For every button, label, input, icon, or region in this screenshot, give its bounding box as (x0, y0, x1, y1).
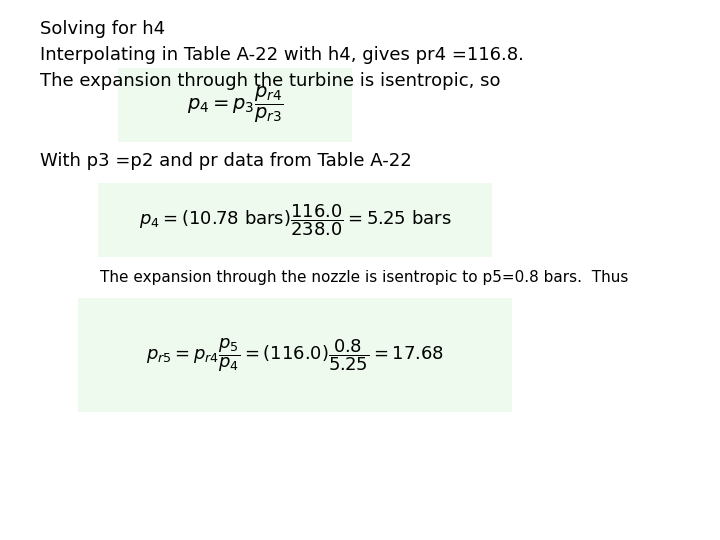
Text: With p3 =p2 and pr data from Table A-22: With p3 =p2 and pr data from Table A-22 (40, 152, 412, 170)
FancyBboxPatch shape (98, 183, 492, 257)
FancyBboxPatch shape (78, 298, 512, 412)
Text: $p_4 = (10.78\ \mathrm{bars})\dfrac{116.0}{238.0} = 5.25\ \mathrm{bars}$: $p_4 = (10.78\ \mathrm{bars})\dfrac{116.… (139, 202, 451, 238)
Text: Solving for h4: Solving for h4 (40, 20, 165, 38)
Text: $p_{r5} = p_{r4}\dfrac{p_5}{p_4} = (116.0)\dfrac{0.8}{5.25} = 17.68$: $p_{r5} = p_{r4}\dfrac{p_5}{p_4} = (116.… (146, 336, 444, 374)
Text: Interpolating in Table A-22 with h4, gives pr4 =116.8.: Interpolating in Table A-22 with h4, giv… (40, 46, 524, 64)
Text: $p_4 = p_3\dfrac{p_{r4}}{p_{r3}}$: $p_4 = p_3\dfrac{p_{r4}}{p_{r3}}$ (186, 85, 283, 125)
FancyBboxPatch shape (118, 68, 352, 142)
Text: The expansion through the turbine is isentropic, so: The expansion through the turbine is ise… (40, 72, 500, 90)
Text: The expansion through the nozzle is isentropic to p5=0.8 bars.  Thus: The expansion through the nozzle is isen… (100, 270, 629, 285)
